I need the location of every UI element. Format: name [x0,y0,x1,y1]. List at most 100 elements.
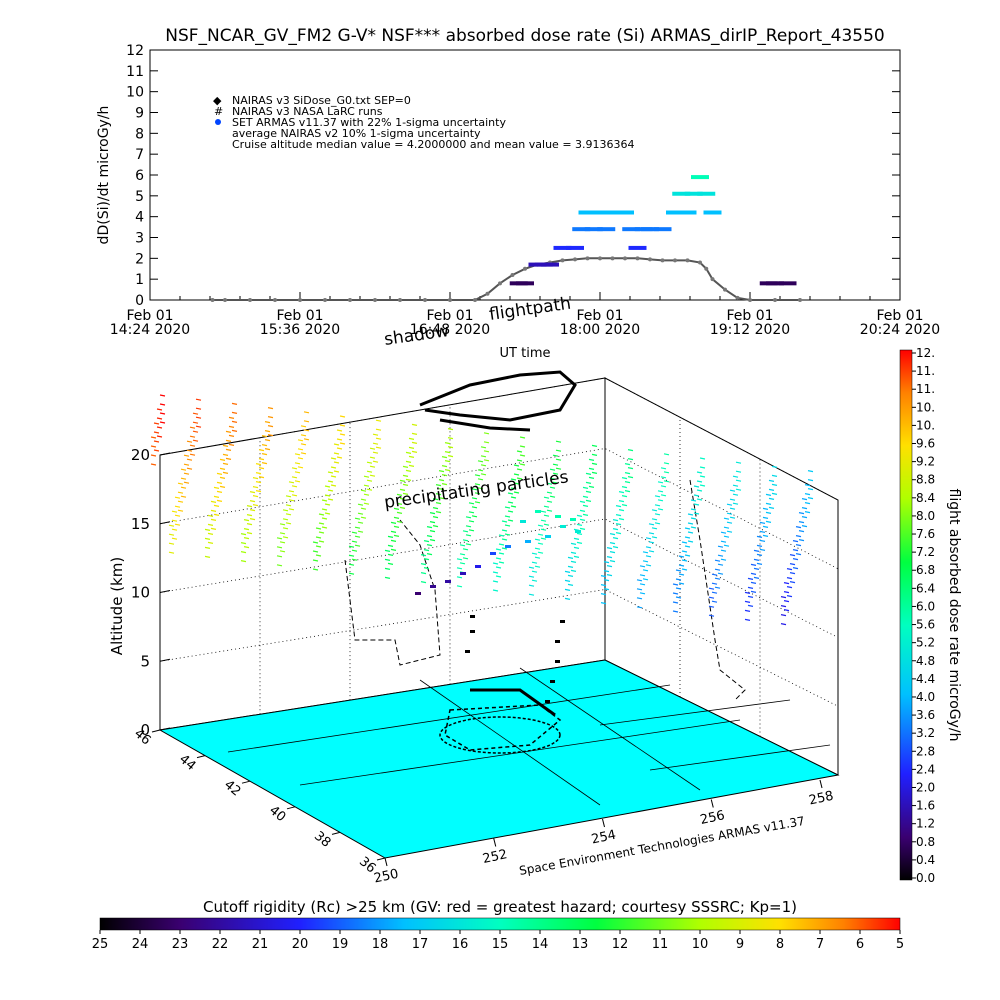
rigidity-vector [564,570,571,573]
annotation-shadow: shadow [383,321,450,350]
rigidity-vector [351,531,358,534]
rigidity-vector [423,558,430,561]
rigidity-vector [804,502,811,505]
rigidity-vector [192,439,199,442]
rigidity-vector [744,618,751,621]
flight-dose-point [555,515,561,518]
rigidity-vector [159,412,166,415]
rigidity-vector [390,521,397,524]
cutoff-rigidity-bar: Cutoff rigidity (Rc) >25 km (GV: red = g… [92,898,904,952]
rigidity-vector [537,542,544,545]
armas-point [678,210,697,215]
rigidity-vector [639,583,646,586]
rigidity-vector [459,544,466,547]
rigidity-vector [300,425,307,428]
rigidity-vector [591,444,598,447]
rigidity-vector [171,528,178,531]
rigidity-vector [792,558,799,561]
rigidity-vector [462,539,469,542]
y-tick-label: 4 [135,210,144,226]
rigidity-vector [672,610,679,613]
rigidity-vector [189,435,196,438]
rigidity-vector [216,490,223,493]
dose-colorbar-tick-label: 2.8 [916,744,935,758]
armas-point [572,227,591,232]
rigidity-vector [585,490,592,493]
rigidity-vector [753,558,760,561]
rigidity-vector [513,482,520,485]
rigidity-vector [579,500,586,503]
rigidity-vector [459,553,466,556]
model-point [585,256,590,261]
rigidity-vector [567,583,574,586]
rigidity-vector [759,521,766,524]
rigidity-vector [441,483,448,486]
rigidity-vector [303,429,310,432]
rigidity-vector [399,497,406,500]
rigidity-vector [210,527,217,530]
altitude-tick-mark [159,452,171,456]
dose-colorbar-tick-label: 8.4 [916,491,935,505]
rigidity-vector [156,408,163,411]
rigidity-vector [756,535,763,538]
rigidity-vector [549,495,556,498]
rigidity-vector [801,525,808,528]
rigidity-vector [174,523,181,526]
rigidity-vector [324,512,331,515]
rigidity-vector [684,554,691,557]
rigidity-vector [243,546,250,549]
rigidity-vector [336,447,343,450]
rigidity-vector [261,444,268,447]
model-point [710,277,715,282]
ground-plane [158,659,840,859]
longitude-tick-label: 258 [808,789,835,809]
rigidity-vector [405,451,412,454]
flight-dose-point [445,580,451,583]
rigidity-vector [405,478,412,481]
rigidity-vector [372,451,379,454]
rigidity-vector [474,474,481,477]
altitude-axis-label: Altitude (km) [108,557,126,655]
rigidity-vector [177,491,184,494]
rigidity-vector [546,500,553,503]
rigidity-vector [717,554,724,557]
flight-dose-point [415,592,421,595]
cutoff-rigidity-tick-label: 8 [776,937,784,952]
rigidity-vector [204,546,211,549]
dose-colorbar-tick-label: 4.4 [916,672,935,686]
rigidity-vector [507,492,514,495]
rigidity-vector [654,522,661,525]
rigidity-vector [516,477,523,480]
rigidity-vector [303,411,310,414]
rigidity-vector [501,529,508,532]
rigidity-vector [225,439,232,442]
rigidity-vector [504,506,511,509]
rigidity-vector [495,557,502,560]
rigidity-vector [729,516,736,519]
rigidity-vector [372,442,379,445]
rigidity-vector [573,546,580,549]
rigidity-vector [438,470,445,473]
model-point [273,298,277,302]
rigidity-vector [258,467,265,470]
rigidity-vector [468,502,475,505]
rigidity-vector [408,446,415,449]
rigidity-vector [609,533,616,536]
rigidity-vector [579,518,586,521]
rigidity-vector [447,446,454,449]
rigidity-vector [408,464,415,467]
rigidity-vector [294,471,301,474]
rigidity-vector [513,464,520,467]
rigidity-vector [780,596,787,599]
model-point [723,287,727,292]
legend-marker-diamond: ◆ [213,94,222,107]
dose-colorbar-tick-label: 4.8 [916,654,935,668]
armas-point [691,175,709,180]
rigidity-vector [186,467,193,470]
armas-point [578,210,597,215]
rigidity-vector [189,426,196,429]
rigidity-vector [612,528,619,531]
rigidity-vector [801,498,808,501]
rigidity-vector [681,559,688,562]
rigidity-vector [663,462,670,465]
